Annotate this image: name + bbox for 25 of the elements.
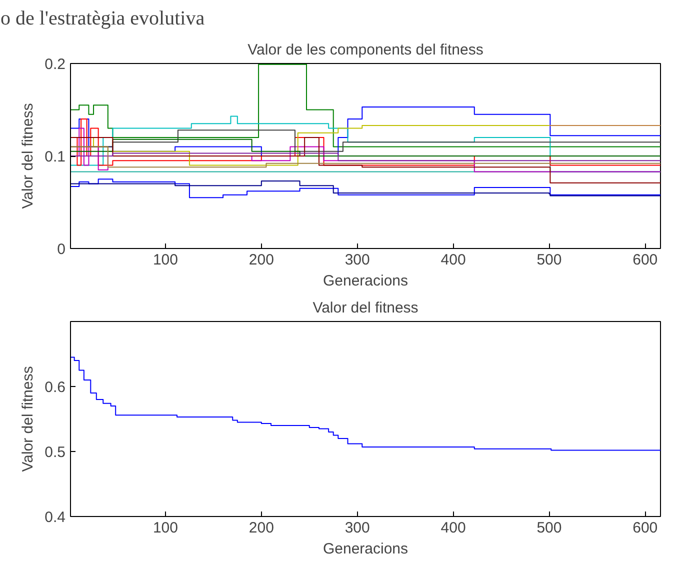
y-tick-label: 0 (57, 241, 66, 258)
x-axis-title: Generacions (322, 272, 408, 290)
x-tick-label: 300 (344, 520, 370, 536)
text: o de l'estratègia evolutiva (0, 8, 205, 30)
x-tick-label: 500 (536, 520, 562, 536)
x-tick-label: 100 (152, 252, 178, 268)
y-axis-title: Valor del fitness (20, 366, 37, 472)
y-tick-label: 0.5 (44, 444, 66, 461)
x-tick-label: 200 (248, 520, 274, 536)
y-tick-label: 0.2 (44, 56, 66, 73)
x-tick-label: 200 (248, 252, 274, 268)
chart-title: Valor del fitness (312, 300, 418, 316)
x-tick-label: 400 (440, 252, 466, 268)
y-tick-label: 0.4 (44, 509, 66, 526)
y-tick-label: 0.6 (44, 379, 66, 396)
x-tick-label: 300 (344, 252, 370, 268)
x-tick-label: 400 (440, 520, 466, 536)
x-tick-label: 600 (632, 252, 658, 268)
x-tick-label: 500 (536, 252, 562, 268)
y-tick-label: 0.1 (44, 148, 66, 166)
chart-title: Valor de les components del fitness (248, 42, 484, 58)
x-tick-label: 100 (152, 520, 178, 536)
x-axis-title: Generacions (322, 540, 408, 558)
y-axis-title: Valor del fitness (20, 103, 37, 209)
x-tick-label: 600 (632, 520, 658, 536)
